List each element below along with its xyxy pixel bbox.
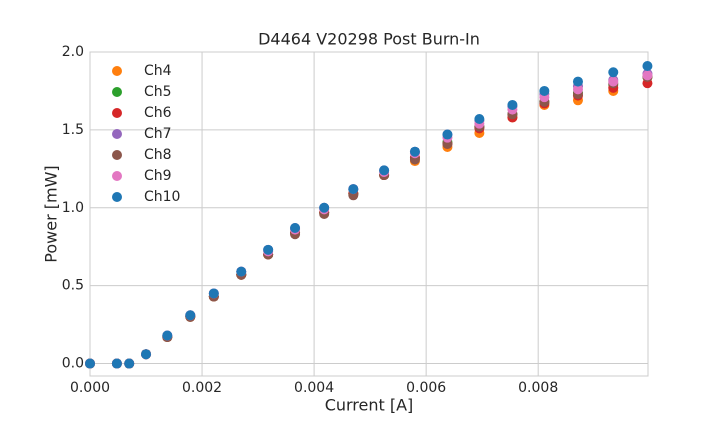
y-axis-label: Power [mW] <box>42 165 61 262</box>
point <box>162 330 173 341</box>
legend-marker <box>112 87 122 97</box>
y-tick-label: 1.0 <box>62 200 84 216</box>
legend-marker <box>112 108 122 118</box>
x-tick-label: 0.008 <box>518 380 558 396</box>
point <box>442 129 453 140</box>
x-tick-label: 0.000 <box>70 380 110 396</box>
legend-marker <box>112 66 122 76</box>
legend-label: Ch6 <box>144 105 172 121</box>
y-tick-label: 0.5 <box>62 278 84 294</box>
point <box>409 146 420 157</box>
point <box>141 349 152 360</box>
legend-label: Ch9 <box>144 168 172 184</box>
legend-label: Ch7 <box>144 126 172 142</box>
point <box>111 358 122 369</box>
point <box>572 76 583 87</box>
point <box>185 310 196 321</box>
legend-marker <box>112 171 122 181</box>
point <box>85 358 95 369</box>
point <box>263 244 274 255</box>
y-tick-label: 1.5 <box>62 122 84 138</box>
point <box>642 61 653 72</box>
y-tick-label: 2.0 <box>62 44 84 60</box>
legend-label: Ch4 <box>144 63 172 79</box>
point <box>379 165 390 176</box>
point <box>608 67 619 78</box>
legend-label: Ch5 <box>144 84 172 100</box>
y-tick-label: 0.0 <box>62 356 84 372</box>
point <box>572 84 583 95</box>
legend-label: Ch10 <box>144 189 180 205</box>
point <box>208 288 219 299</box>
legend-marker <box>112 150 122 160</box>
point <box>319 202 330 213</box>
x-tick-label: 0.006 <box>406 380 446 396</box>
legend-marker <box>112 129 122 139</box>
point <box>539 85 550 96</box>
point <box>124 358 135 369</box>
chart-title: D4464 V20298 Post Burn-In <box>258 30 480 49</box>
legend-marker <box>112 192 122 202</box>
point <box>608 76 619 87</box>
point <box>236 266 247 277</box>
point <box>348 184 359 195</box>
x-tick-label: 0.002 <box>182 380 222 396</box>
point <box>474 113 485 124</box>
point <box>290 223 301 234</box>
plot-area <box>89 51 649 377</box>
point <box>642 70 653 81</box>
x-tick-label: 0.004 <box>294 380 334 396</box>
x-axis-label: Current [A] <box>325 396 414 415</box>
point <box>507 99 518 110</box>
legend-label: Ch8 <box>144 147 172 163</box>
